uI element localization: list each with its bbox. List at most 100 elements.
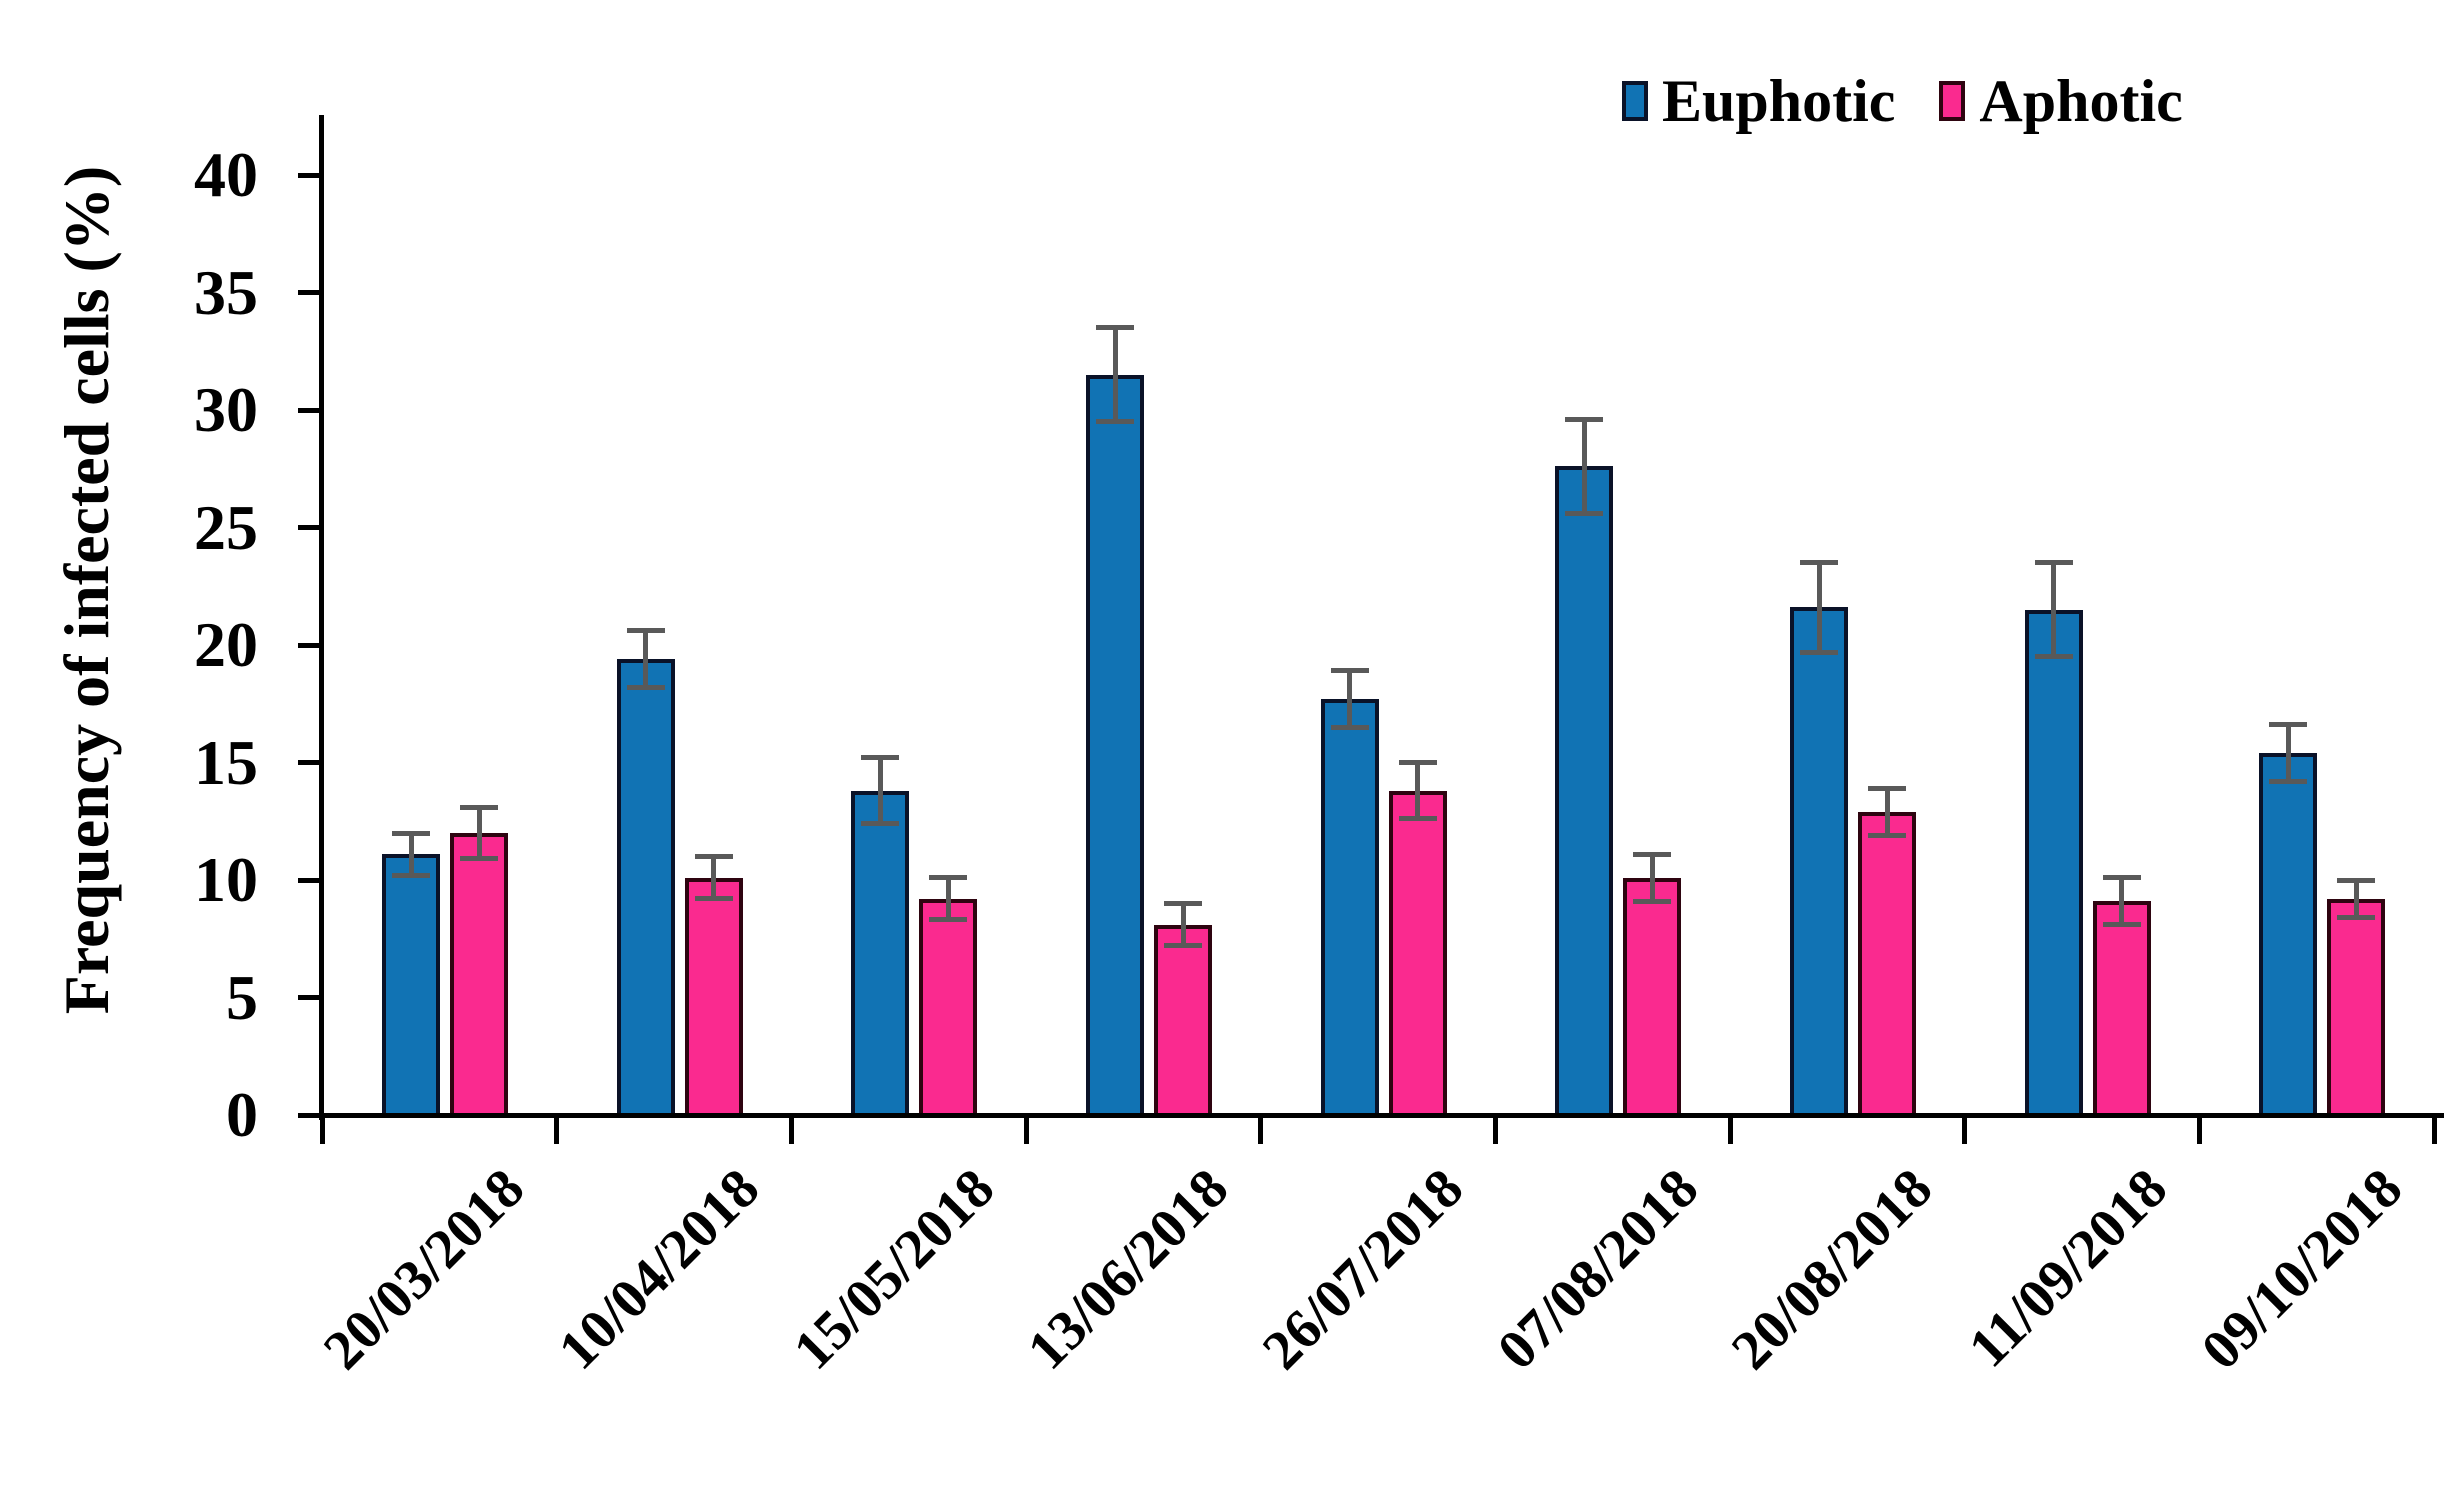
y-tick-label: 5 [226,961,258,1033]
legend-item-euphotic: Euphotic [1622,66,1895,136]
y-tick-mark [298,290,320,295]
error-bar-stem [1415,762,1421,819]
error-bar-stem [476,807,482,859]
y-tick-mark [298,760,320,765]
error-bar-stem [2119,877,2125,925]
error-bar-stem [1112,327,1118,422]
error-bar-cap-top [929,875,968,881]
y-tick-mark [298,407,320,413]
bar-euphotic-8 [2259,753,2318,1118]
error-bar-cap-top [460,804,498,810]
error-bar-cap-bottom [1096,419,1134,425]
x-tick-label-7: 11/09/2018 [1957,1157,2180,1380]
error-bar-stem [2285,724,2291,782]
y-tick-label: 40 [194,139,258,210]
error-bar-cap-top [2102,875,2141,881]
error-bar-cap-bottom [1633,898,1672,904]
y-tick-mark [298,642,320,648]
y-tick-label: 10 [194,844,258,915]
legend-item-aphotic: Aphotic [1939,66,2183,136]
error-bar-stem [2353,880,2359,918]
x-tick-mark [788,1118,794,1144]
x-tick-label-1: 10/04/2018 [546,1157,772,1382]
error-bar-cap-bottom [1800,649,1838,655]
error-bar-cap-top [2269,722,2308,728]
x-tick-mark [319,1118,325,1144]
x-tick-label-0: 20/03/2018 [312,1157,537,1382]
bar-euphotic-2 [851,790,910,1118]
error-bar-cap-bottom [626,684,665,690]
x-tick-mark [1023,1118,1029,1144]
x-tick-label-4: 26/07/2018 [1250,1157,1476,1382]
error-bar-cap-bottom [1398,816,1437,822]
error-bar-cap-bottom [2269,778,2308,784]
bar-aphotic-0 [450,833,508,1118]
error-bar-cap-top [1164,901,1202,906]
y-tick-mark [298,995,320,1000]
x-tick-mark [2431,1118,2437,1144]
y-tick-label: 30 [194,374,258,445]
x-tick-label-6: 20/08/2018 [1720,1157,1945,1382]
bar-aphotic-6 [1858,811,1916,1118]
y-tick-label: 25 [194,491,258,563]
x-tick-mark [1258,1118,1264,1144]
y-tick-mark [298,172,320,178]
aphotic-swatch-icon [1939,81,1966,121]
error-bar-cap-top [2337,877,2376,883]
error-bar-cap-top [1330,668,1369,674]
x-tick-mark [2196,1118,2202,1144]
error-bar-cap-bottom [460,856,498,862]
bar-euphotic-3 [1086,374,1144,1118]
y-tick-mark [298,1112,320,1118]
error-bar-cap-top [1800,560,1838,566]
bar-euphotic-6 [1790,607,1848,1118]
x-tick-mark [1492,1118,1498,1144]
bar-aphotic-8 [2327,898,2386,1118]
bar-aphotic-7 [2092,901,2151,1118]
error-bar-cap-bottom [1565,510,1604,516]
bar-aphotic-2 [919,898,978,1118]
y-tick-label: 15 [194,726,258,798]
error-bar-cap-top [392,830,430,836]
error-bar-cap-top [1633,851,1672,857]
x-tick-mark [554,1118,560,1144]
bar-aphotic-1 [684,877,743,1118]
x-tick-mark [1962,1118,1968,1144]
error-bar-cap-top [1398,760,1437,765]
error-bar-stem [1816,562,1822,653]
error-bar-cap-top [1868,785,1906,791]
error-bar-cap-top [1096,325,1134,331]
error-bar-cap-bottom [1164,943,1202,949]
error-bar-stem [1581,419,1587,514]
error-bar-cap-bottom [2102,922,2141,928]
error-bar-cap-bottom [2034,654,2073,660]
error-bar-stem [2051,562,2057,657]
error-bar-stem [1180,903,1186,946]
y-axis-line [319,115,324,1120]
error-bar-cap-top [861,755,900,761]
legend-label-euphotic: Euphotic [1662,68,1896,134]
bar-euphotic-4 [1320,699,1379,1118]
chart-legend: Euphotic Aphotic [1622,66,2183,136]
error-bar-cap-top [626,628,665,634]
y-tick-label: 20 [194,609,258,680]
error-bar-cap-bottom [929,917,968,923]
error-bar-cap-bottom [1330,724,1369,730]
error-bar-cap-top [2034,560,2073,566]
error-bar-cap-bottom [861,821,900,827]
y-tick-label: 35 [194,256,258,328]
y-tick-mark [298,525,320,530]
error-bar-stem [643,630,649,688]
error-bar-cap-bottom [392,872,430,878]
error-bar-stem [711,856,717,899]
bar-euphotic-5 [1555,466,1614,1118]
error-bar-stem [1884,788,1890,836]
x-tick-mark [1727,1118,1733,1144]
bar-aphotic-5 [1623,877,1682,1118]
y-tick-label: 0 [226,1079,258,1150]
bar-euphotic-1 [616,659,675,1118]
bar-euphotic-7 [2024,609,2083,1118]
error-bar-stem [1347,670,1353,728]
x-axis-line [319,1113,2444,1118]
